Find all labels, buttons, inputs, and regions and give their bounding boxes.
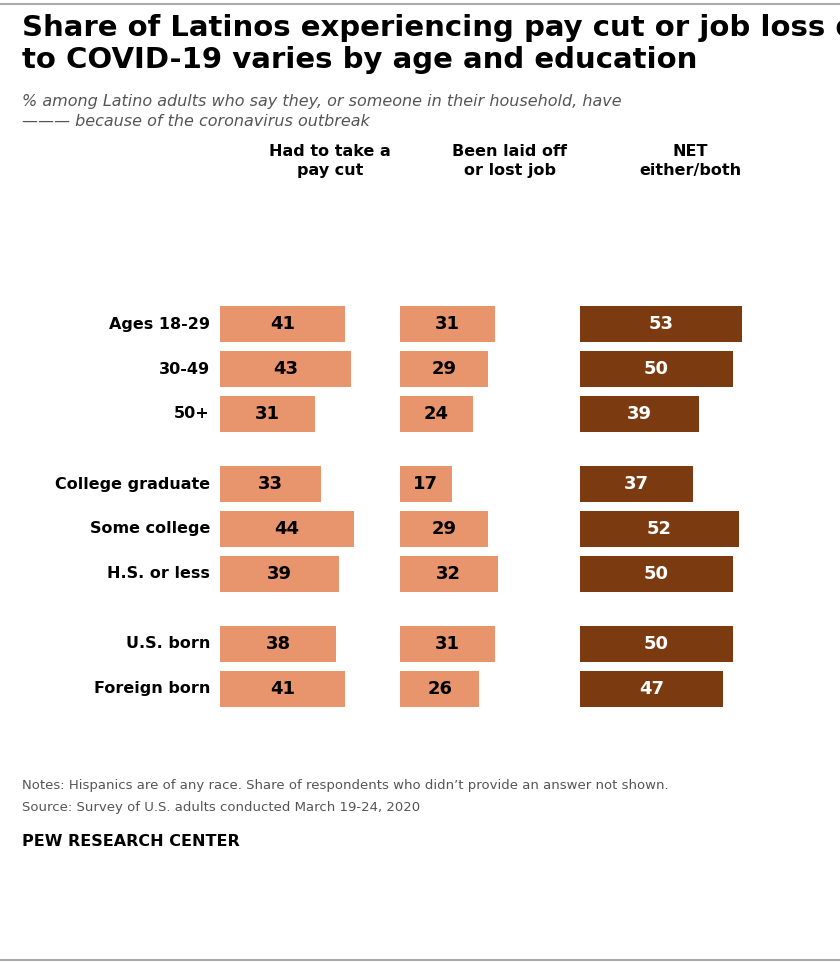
- Text: U.S. born: U.S. born: [126, 636, 210, 652]
- FancyBboxPatch shape: [580, 556, 732, 592]
- FancyBboxPatch shape: [400, 511, 488, 547]
- Text: Share of Latinos experiencing pay cut or job loss due
to COVID-19 varies by age : Share of Latinos experiencing pay cut or…: [22, 14, 840, 74]
- Text: 41: 41: [270, 680, 295, 698]
- FancyBboxPatch shape: [220, 466, 321, 502]
- Text: 39: 39: [627, 405, 652, 423]
- Text: College graduate: College graduate: [55, 476, 210, 492]
- Text: Some college: Some college: [90, 522, 210, 537]
- Text: 50: 50: [643, 360, 669, 378]
- Text: 50: 50: [643, 635, 669, 653]
- Text: 24: 24: [424, 405, 449, 423]
- Text: 50+: 50+: [174, 407, 210, 421]
- Text: 53: 53: [648, 315, 674, 333]
- FancyBboxPatch shape: [580, 306, 742, 342]
- FancyBboxPatch shape: [580, 626, 732, 662]
- Text: 39: 39: [267, 565, 292, 583]
- Text: 44: 44: [275, 520, 300, 538]
- Text: Been laid off
or lost job: Been laid off or lost job: [453, 144, 568, 177]
- FancyBboxPatch shape: [400, 396, 473, 432]
- Text: 37: 37: [624, 475, 649, 493]
- Text: 26: 26: [428, 680, 452, 698]
- FancyBboxPatch shape: [220, 671, 345, 707]
- Text: 29: 29: [432, 360, 457, 378]
- FancyBboxPatch shape: [220, 306, 345, 342]
- FancyBboxPatch shape: [580, 671, 723, 707]
- FancyBboxPatch shape: [400, 306, 495, 342]
- FancyBboxPatch shape: [220, 511, 354, 547]
- Text: Ages 18-29: Ages 18-29: [109, 316, 210, 332]
- Text: 31: 31: [435, 635, 459, 653]
- FancyBboxPatch shape: [400, 626, 495, 662]
- FancyBboxPatch shape: [400, 466, 452, 502]
- Text: 32: 32: [436, 565, 461, 583]
- FancyBboxPatch shape: [220, 626, 336, 662]
- FancyBboxPatch shape: [220, 351, 351, 387]
- Text: H.S. or less: H.S. or less: [108, 567, 210, 581]
- Text: NET
either/both: NET either/both: [639, 144, 741, 177]
- Text: % among Latino adults who say they, or someone in their household, have: % among Latino adults who say they, or s…: [22, 94, 622, 109]
- Text: PEW RESEARCH CENTER: PEW RESEARCH CENTER: [22, 834, 239, 849]
- Text: ——— because of the coronavirus outbreak: ——— because of the coronavirus outbreak: [22, 114, 370, 129]
- Text: 30-49: 30-49: [159, 362, 210, 377]
- Text: 31: 31: [435, 315, 459, 333]
- FancyBboxPatch shape: [400, 351, 488, 387]
- Text: 31: 31: [255, 405, 280, 423]
- FancyBboxPatch shape: [580, 511, 738, 547]
- FancyBboxPatch shape: [580, 351, 732, 387]
- Text: 38: 38: [265, 635, 291, 653]
- Text: 47: 47: [639, 680, 664, 698]
- FancyBboxPatch shape: [400, 556, 497, 592]
- Text: 29: 29: [432, 520, 457, 538]
- Text: 33: 33: [258, 475, 283, 493]
- Text: 41: 41: [270, 315, 295, 333]
- Text: 43: 43: [273, 360, 298, 378]
- Text: Notes: Hispanics are of any race. Share of respondents who didn’t provide an ans: Notes: Hispanics are of any race. Share …: [22, 779, 669, 792]
- FancyBboxPatch shape: [220, 396, 314, 432]
- Text: Foreign born: Foreign born: [93, 682, 210, 697]
- FancyBboxPatch shape: [580, 396, 699, 432]
- FancyBboxPatch shape: [400, 671, 480, 707]
- Text: Had to take a
pay cut: Had to take a pay cut: [269, 144, 391, 177]
- FancyBboxPatch shape: [580, 466, 693, 502]
- Text: Source: Survey of U.S. adults conducted March 19-24, 2020: Source: Survey of U.S. adults conducted …: [22, 801, 420, 814]
- FancyBboxPatch shape: [220, 556, 339, 592]
- Text: 50: 50: [643, 565, 669, 583]
- Text: 52: 52: [647, 520, 672, 538]
- Text: 17: 17: [413, 475, 438, 493]
